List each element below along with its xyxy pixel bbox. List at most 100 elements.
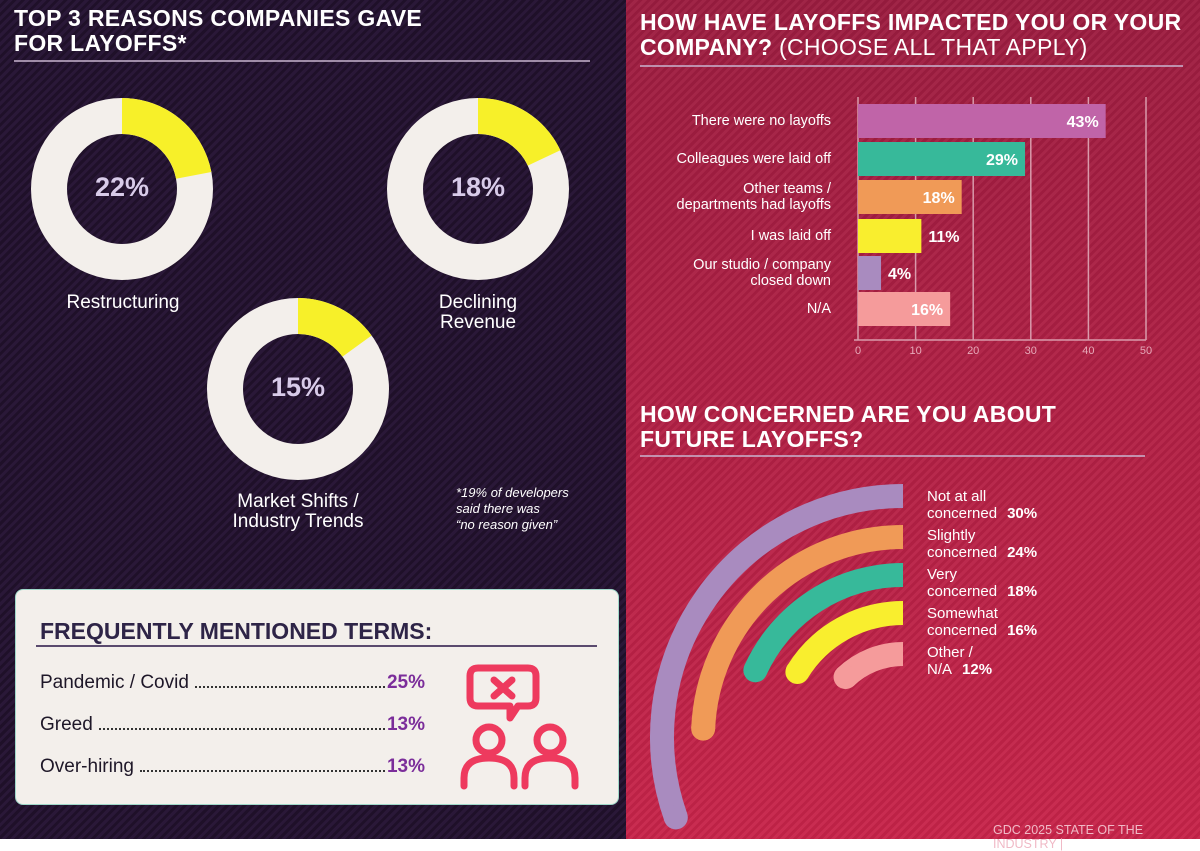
impact-bar-chart: 0 10 20 30 40 50 43% 29% 18% 11% 4% 16%: [854, 97, 1152, 357]
donut-label-restructuring: Restructuring: [66, 292, 180, 313]
legend-label: Slightly concerned: [927, 527, 998, 561]
label-line: Other teams /: [743, 181, 831, 197]
donut-label-market-shifts: Market Shifts / Industry Trends: [198, 492, 398, 532]
x-tick-label: 50: [1140, 345, 1152, 357]
terms-title: FREQUENTLY MENTIONED TERMS:: [40, 618, 433, 644]
label-line: Declining: [438, 292, 518, 313]
bar: [858, 180, 962, 214]
bar: [858, 256, 882, 290]
bar-value-label: 18%: [923, 190, 955, 207]
radial-bar-cap: [833, 665, 858, 690]
label-line: Industry Trends: [232, 511, 364, 532]
legend-label: Not at all concerned: [927, 488, 998, 522]
label-line: N/A: [806, 301, 831, 317]
label-line: Colleagues were laid off: [676, 151, 832, 167]
concern-radial-chart: [650, 484, 904, 830]
leader-dots: [194, 686, 385, 688]
term-label: Pandemic / Covid: [40, 672, 189, 693]
bar-value-label: 43%: [1067, 114, 1099, 131]
people-disagree-speech-bubble-x-icon: [460, 664, 579, 790]
leader-dots: [98, 728, 385, 730]
legend-value: 24%: [1007, 544, 1038, 561]
reasons-title-line1: TOP 3 REASONS COMPANIES GAVE: [14, 5, 423, 31]
bar-value-label: 11%: [928, 229, 959, 246]
concern-title: HOW CONCERNED ARE YOU ABOUT FUTURE LAYOF…: [640, 401, 1057, 452]
leader-dots: [139, 770, 385, 772]
label-line: I was laid off: [750, 228, 831, 244]
bar-category-label: I was laid off: [611, 228, 831, 244]
legend-value: 18%: [1007, 583, 1038, 600]
legend-item: Other / N/A 12%: [927, 644, 992, 678]
legend-label: Very concerned: [927, 566, 998, 600]
term-value: 13%: [386, 756, 425, 777]
impact-subtitle: (CHOOSE ALL THAT APPLY): [779, 34, 1088, 60]
donut-value-restructuring: 22%: [94, 172, 150, 202]
impact-title-rule: [640, 65, 1183, 67]
term-value: 13%: [386, 714, 425, 735]
reasons-title-rule: [14, 60, 590, 62]
x-tick-label: 30: [1025, 345, 1037, 357]
donut-value-market-shifts: 15%: [270, 372, 326, 402]
legend-item: Somewhat concerned 16%: [927, 605, 1037, 639]
bar-category-label: Colleagues were laid off: [611, 151, 832, 167]
bar-category-label: N/A: [611, 301, 831, 317]
label-line: Revenue: [439, 312, 517, 333]
term-row: Pandemic / Covid 25%: [40, 672, 425, 694]
footnote: *19% of developers said there was “no re…: [456, 485, 569, 533]
label-line: departments had layoffs: [676, 197, 832, 213]
donut-charts: [31, 98, 569, 480]
donut-segment: [297, 298, 372, 358]
radial-bar-cap: [743, 658, 768, 683]
label-line: closed down: [750, 273, 831, 289]
footer-text: GDC 2025 STATE OF THE INDUSTRY |: [993, 823, 1144, 851]
legend-label: Somewhat concerned: [927, 605, 998, 639]
x-tick-label: 10: [909, 345, 921, 357]
radial-bar-cap: [785, 660, 810, 685]
legend-value: 16%: [1007, 622, 1038, 639]
bar: [858, 104, 1106, 138]
impact-title: HOW HAVE LAYOFFS IMPACTED YOU OR YOUR CO…: [640, 10, 1185, 60]
right-panel: [626, 0, 1200, 839]
term-label: Over-hiring: [40, 756, 134, 777]
radial-bar: [650, 484, 904, 822]
bar-value-label: 4%: [888, 266, 911, 283]
legend-item: Slightly concerned 24%: [927, 527, 1037, 561]
donut-segment: [121, 98, 212, 180]
bar: [858, 142, 1026, 176]
footnote-line: said there was: [456, 501, 540, 516]
label-line: Our studio / company: [693, 257, 831, 273]
x-tick-label: 0: [855, 345, 861, 357]
bar-value-label: 29%: [986, 152, 1018, 169]
bar-category-label: Other teams / departments had layoffs: [611, 181, 832, 213]
impact-title-text: HOW HAVE LAYOFFS IMPACTED YOU OR YOUR CO…: [640, 9, 1182, 60]
legend-item: Very concerned 18%: [927, 566, 1037, 600]
legend-value: 12%: [962, 661, 993, 678]
legend-label: Other / N/A: [927, 644, 973, 678]
footnote-line: “no reason given”: [456, 517, 558, 532]
term-value: 25%: [386, 672, 425, 693]
bar-category-label: There were no layoffs: [611, 113, 831, 129]
x-tick-label: 40: [1082, 345, 1094, 357]
bar: [858, 292, 951, 326]
radial-bar: [744, 563, 904, 676]
donut-value-declining-revenue: 18%: [450, 172, 506, 202]
x-tick-label: 20: [967, 345, 979, 357]
legend-item: Not at all concerned 30%: [927, 488, 1037, 522]
radial-bar: [787, 601, 904, 679]
terms-rule: [36, 645, 597, 647]
concern-title-rule: [640, 455, 1145, 457]
bar-value-label: 16%: [911, 302, 943, 319]
donut-segment: [477, 98, 561, 167]
term-row: Greed 13%: [40, 714, 425, 736]
radial-bar: [691, 525, 904, 730]
bar: [858, 219, 922, 253]
legend-value: 30%: [1007, 505, 1038, 522]
footnote-line: *19% of developers: [456, 485, 569, 500]
bar-category-label: Our studio / company closed down: [611, 257, 831, 289]
label-line: Market Shifts /: [237, 491, 359, 512]
frequent-terms-card: FREQUENTLY MENTIONED TERMS: Pandemic / C…: [15, 589, 619, 805]
reasons-title-line2: FOR LAYOFFS*: [14, 30, 187, 56]
donut-label-declining-revenue: Declining Revenue: [378, 293, 578, 333]
term-row: Over-hiring 13%: [40, 756, 425, 778]
term-label: Greed: [40, 714, 93, 735]
